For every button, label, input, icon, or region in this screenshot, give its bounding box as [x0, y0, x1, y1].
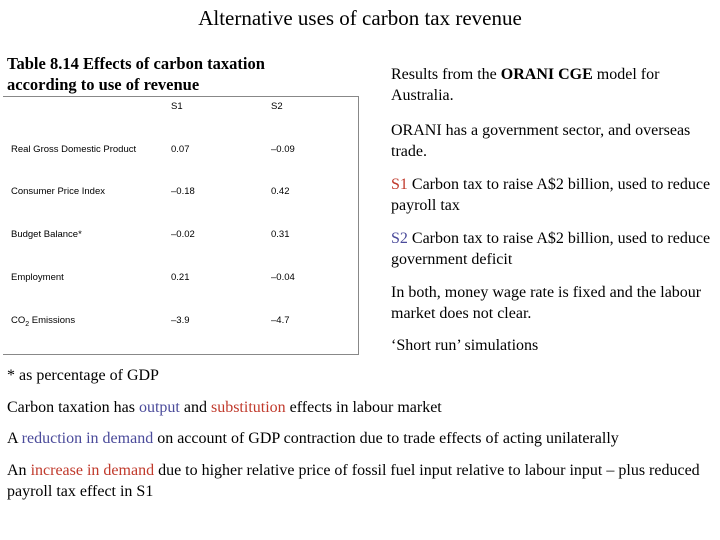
paragraph-effects: Carbon taxation has output and substitut…	[7, 399, 442, 416]
row-value-s1: 0.21	[171, 272, 190, 283]
table-row: Budget Balance* –0.02 0.31	[3, 229, 358, 243]
s1-tag: S1	[391, 176, 408, 193]
row-value-s2: 0.31	[271, 229, 290, 240]
row-label: Consumer Price Index	[11, 186, 105, 197]
row-label: Employment	[11, 272, 64, 283]
table-caption: Table 8.14 Effects of carbon taxation ac…	[7, 53, 347, 95]
row-value-s1: 0.07	[171, 144, 190, 155]
short-run-note: ‘Short run’ simulations	[391, 337, 539, 354]
row-value-s1: –0.02	[171, 229, 195, 240]
row-label: Real Gross Domestic Product	[11, 144, 137, 155]
s2-note: S2 Carbon tax to raise A$2 billion, used…	[391, 230, 711, 268]
table-footnote: * as percentage of GDP	[7, 367, 159, 384]
table-row: Consumer Price Index –0.18 0.42	[3, 186, 358, 200]
row-value-s2: –0.04	[271, 272, 295, 283]
s2-tag: S2	[391, 230, 408, 247]
table-caption-line1: Table 8.14 Effects of carbon taxation	[7, 54, 265, 73]
row-value-s1: –0.18	[171, 186, 195, 197]
orani-note: ORANI has a government sector, and overs…	[391, 122, 691, 160]
slide-title: Alternative uses of carbon tax revenue	[198, 6, 522, 30]
row-label: Budget Balance*	[11, 229, 82, 240]
row-value-s2: –4.7	[271, 315, 290, 326]
table-top-rule	[3, 96, 358, 97]
row-value-s1: –3.9	[171, 315, 190, 326]
row-value-s2: 0.42	[271, 186, 290, 197]
paragraph-reduction: A reduction in demand on account of GDP …	[7, 430, 619, 447]
s1-note: S1 Carbon tax to raise A$2 billion, used…	[391, 176, 711, 214]
table-row: Employment 0.21 –0.04	[3, 272, 358, 286]
paragraph-increase: An increase in demand due to higher rela…	[7, 462, 700, 500]
column-header-s2: S2	[271, 101, 283, 112]
row-value-s2: –0.09	[271, 144, 295, 155]
results-note: Results from the ORANI CGE model for Aus…	[391, 66, 660, 104]
table-row: CO2 Emissions –3.9 –4.7	[3, 315, 358, 329]
table-row: Real Gross Domestic Product 0.07 –0.09	[3, 144, 358, 158]
effects-table: S1 S2 Real Gross Domestic Product 0.07 –…	[3, 96, 359, 355]
row-label: CO2 Emissions	[11, 315, 76, 328]
table-caption-line2: according to use of revenue	[7, 75, 200, 94]
column-header-s1: S1	[171, 101, 183, 112]
both-note: In both, money wage rate is fixed and th…	[391, 284, 702, 322]
